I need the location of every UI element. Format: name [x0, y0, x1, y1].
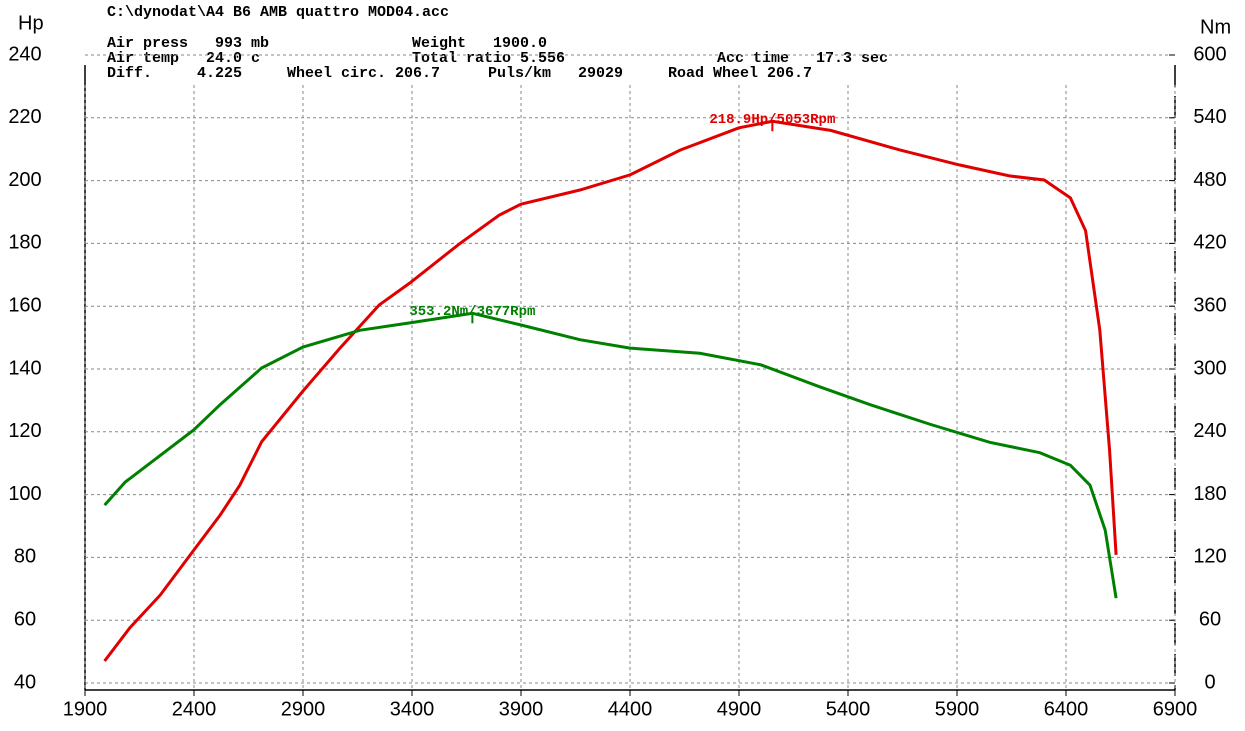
header-text: Puls/km 29029 [488, 65, 623, 82]
y-tick-label: 140 [8, 357, 41, 379]
header-text: Road Wheel 206.7 [668, 65, 812, 82]
y-tick-label: 180 [8, 232, 41, 254]
x-tick-label: 2900 [281, 698, 326, 720]
y2-tick-label: 540 [1193, 106, 1226, 128]
y2-tick-label: 600 [1193, 43, 1226, 65]
y2-tick-label: 0 [1204, 671, 1215, 693]
series-line [103, 311, 1118, 599]
header-text: Wheel circ. 206.7 [287, 65, 440, 82]
y2-tick-label: 420 [1193, 232, 1226, 254]
header-text: Air temp 24.0 c [107, 50, 260, 67]
y2-tick-label: 300 [1193, 357, 1226, 379]
x-tick-label: 6900 [1153, 698, 1198, 720]
x-tick-label: 5900 [935, 698, 980, 720]
x-tick-label: 5400 [826, 698, 871, 720]
y2-tick-label: 360 [1193, 294, 1226, 316]
header-text: Acc time 17.3 sec [717, 50, 888, 67]
peak-annotation: 218.9Hp/5053Rpm [709, 112, 835, 128]
y2-tick-label: 480 [1193, 169, 1226, 191]
x-tick-label: 6400 [1044, 698, 1089, 720]
x-tick-label: 4900 [717, 698, 762, 720]
y-axis-label: Hp [18, 12, 44, 34]
y-tick-label: 60 [14, 608, 36, 630]
y-tick-label: 220 [8, 106, 41, 128]
y2-axis-label: Nm [1200, 16, 1231, 38]
x-tick-label: 4400 [608, 698, 653, 720]
y-tick-label: 100 [8, 483, 41, 505]
x-tick-label: 1900 [63, 698, 108, 720]
x-tick-label: 3400 [390, 698, 435, 720]
series-line [103, 119, 1118, 662]
y-tick-label: 80 [14, 546, 36, 568]
header-text: Weight 1900.0 [412, 35, 547, 52]
y2-tick-label: 120 [1193, 546, 1226, 568]
header-text: C:\dynodat\A4 B6 AMB quattro MOD04.acc [107, 4, 449, 21]
header-text: Diff. 4.225 [107, 65, 242, 82]
y-tick-label: 200 [8, 169, 41, 191]
y-tick-label: 160 [8, 294, 41, 316]
y-tick-label: 240 [8, 43, 41, 65]
peak-annotation: 353.2Nm/3677Rpm [409, 304, 535, 320]
y2-tick-label: 240 [1193, 420, 1226, 442]
y2-tick-label: 180 [1193, 483, 1226, 505]
header-text: Total ratio 5.556 [412, 50, 565, 67]
header-text: Air press 993 mb [107, 35, 269, 52]
x-tick-label: 2400 [172, 698, 217, 720]
y2-tick-label: 60 [1199, 608, 1221, 630]
x-tick-label: 3900 [499, 698, 544, 720]
y-tick-label: 40 [14, 671, 36, 693]
y-tick-label: 120 [8, 420, 41, 442]
